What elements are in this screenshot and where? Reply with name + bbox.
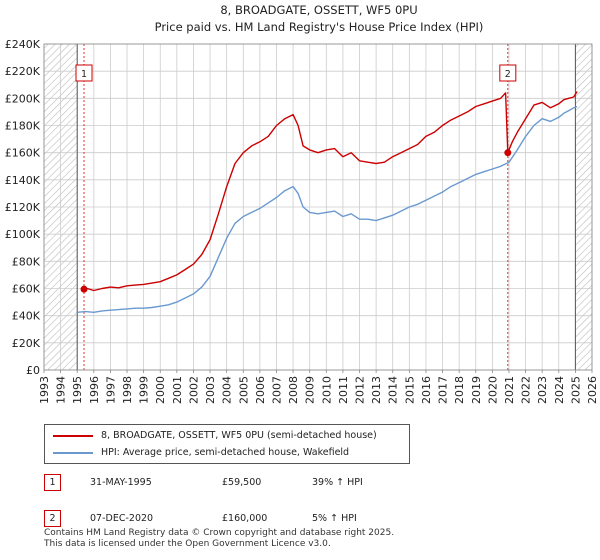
hpi-line (77, 105, 578, 313)
x-tick-label: 2023 (536, 376, 549, 404)
y-tick-label: £180K (5, 120, 41, 133)
sale-number-badge: 2 (44, 510, 61, 527)
x-tick-label: 2019 (470, 376, 483, 404)
x-tick-label: 2024 (553, 376, 566, 404)
y-tick-label: £100K (5, 228, 41, 241)
x-tick-label: 2012 (354, 376, 367, 404)
y-tick-label: £20K (12, 337, 41, 350)
footer-line-licence: This data is licensed under the Open Gov… (44, 539, 331, 549)
sale-number-badge: 1 (44, 474, 61, 491)
footer-line-copyright: Contains HM Land Registry data © Crown c… (44, 528, 395, 538)
x-tick-label: 1995 (71, 376, 84, 404)
footer-attribution: Contains HM Land Registry data © Crown c… (44, 528, 394, 550)
x-tick-label: 2007 (270, 376, 283, 404)
sale-marker-label: 2 (505, 69, 511, 80)
sale-price: £160,000 (222, 513, 268, 524)
sale-marker-box (499, 64, 517, 82)
sale-marker-box (75, 64, 93, 82)
x-tick-label: 2011 (337, 376, 350, 404)
y-tick-label: £0 (26, 364, 40, 377)
x-tick-label: 2003 (204, 376, 217, 404)
chart-title: 8, BROADGATE, OSSETT, WF5 0PU (220, 3, 417, 17)
sale-point (80, 285, 88, 293)
y-tick-label: £40K (12, 310, 41, 323)
x-tick-label: 2002 (187, 376, 200, 404)
legend-swatch-property (53, 435, 93, 437)
x-tick-label: 2008 (287, 376, 300, 404)
chart-legend: 8, BROADGATE, OSSETT, WF5 0PU (semi-deta… (44, 424, 410, 464)
x-tick-label: 2026 (586, 376, 599, 404)
x-tick-label: 2010 (320, 376, 333, 404)
sale-date: 31-MAY-1995 (90, 477, 152, 488)
x-tick-label: 2022 (520, 376, 533, 404)
x-tick-label: 2009 (304, 376, 317, 404)
sale-marker-label: 1 (81, 69, 87, 80)
x-tick-label: 2004 (221, 376, 234, 404)
y-tick-label: £140K (5, 174, 41, 187)
legend-label-property: 8, BROADGATE, OSSETT, WF5 0PU (semi-deta… (101, 430, 377, 441)
x-tick-label: 2018 (453, 376, 466, 404)
x-tick-label: 2013 (370, 376, 383, 404)
x-tick-label: 1993 (38, 376, 51, 404)
x-tick-label: 2017 (437, 376, 450, 404)
plot-frame (43, 43, 593, 371)
y-tick-label: £240K (5, 38, 41, 51)
x-tick-label: 1998 (121, 376, 134, 404)
sale-row: 1 31-MAY-1995 £59,500 39% ↑ HPI (44, 472, 384, 494)
x-tick-label: 1999 (138, 376, 151, 404)
x-tick-label: 1994 (55, 376, 68, 404)
x-tick-label: 2025 (569, 376, 582, 404)
y-tick-label: £200K (5, 92, 41, 105)
x-tick-label: 2000 (154, 376, 167, 404)
legend-swatch-hpi (53, 452, 93, 454)
price-chart: 8, BROADGATE, OSSETT, WF5 0PU Price paid… (5, 3, 599, 404)
x-tick-label: 2015 (403, 376, 416, 404)
x-tick-label: 1996 (88, 376, 101, 404)
chart-subtitle: Price paid vs. HM Land Registry's House … (155, 20, 484, 34)
sale-hpi-delta: 39% ↑ HPI (312, 477, 363, 488)
x-tick-label: 2006 (254, 376, 267, 404)
y-tick-label: £160K (5, 147, 41, 160)
y-tick-label: £60K (12, 283, 41, 296)
sale-price: £59,500 (222, 477, 262, 488)
y-tick-label: £220K (5, 65, 41, 78)
x-tick-label: 2001 (171, 376, 184, 404)
sale-hpi-delta: 5% ↑ HPI (312, 513, 357, 524)
legend-label-hpi: HPI: Average price, semi-detached house,… (101, 447, 350, 458)
x-tick-label: 2014 (387, 376, 400, 404)
sale-date: 07-DEC-2020 (90, 513, 154, 524)
x-tick-label: 2016 (420, 376, 433, 404)
y-tick-label: £120K (5, 201, 41, 214)
x-tick-label: 2020 (486, 376, 499, 404)
sales-table: 1 31-MAY-1995 £59,500 39% ↑ HPI 2 07-DEC… (44, 472, 384, 544)
y-tick-label: £80K (12, 255, 41, 268)
sale-row: 2 07-DEC-2020 £160,000 5% ↑ HPI (44, 508, 384, 530)
x-tick-label: 2005 (237, 376, 250, 404)
sale-point (504, 149, 512, 157)
x-tick-label: 2021 (503, 376, 516, 404)
x-tick-label: 1997 (104, 376, 117, 404)
